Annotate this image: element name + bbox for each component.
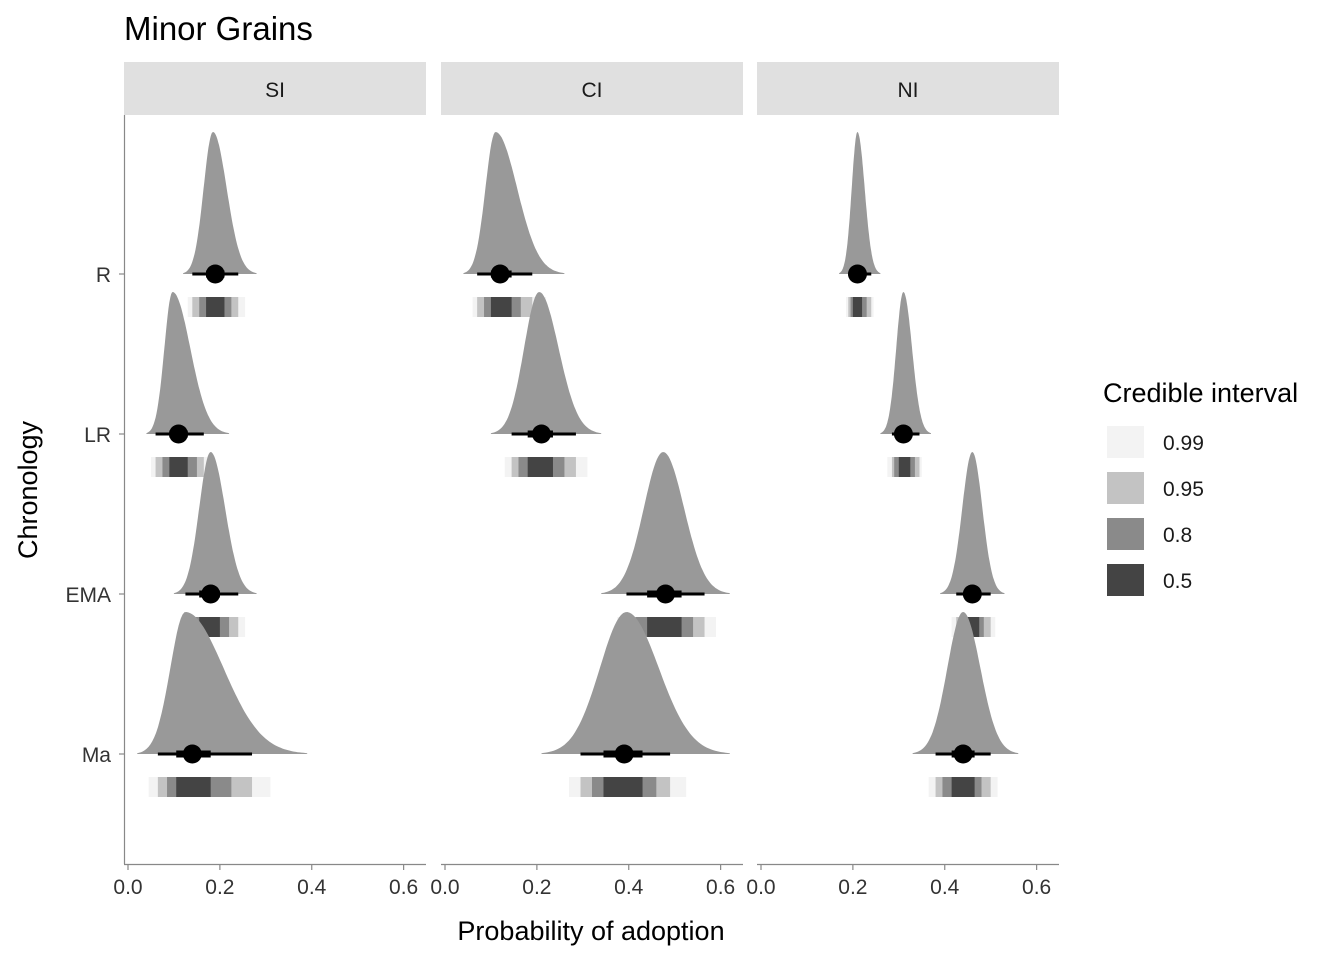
halfeye-ni-r [839, 132, 881, 317]
halfeye-ci-r [463, 132, 565, 317]
median-point [962, 584, 982, 604]
strip-ci50 [206, 297, 225, 317]
density-shape [146, 292, 230, 434]
facet-strip [757, 62, 1059, 115]
halfeye-ni-ema [940, 452, 1005, 637]
x-tick-label: 0.6 [1022, 876, 1051, 899]
x-tick-label: 0.4 [614, 876, 644, 899]
facet-panel-ni: NI 0.0 0.2 0.4 0.6 [746, 62, 1059, 899]
halfeye-si-ema [173, 452, 257, 637]
strip-ci50 [852, 297, 863, 317]
legend-key [1107, 472, 1144, 504]
y-tick-label: EMA [65, 584, 111, 607]
strip-ci50 [490, 297, 512, 317]
x-axis-label: Probability of adoption [457, 916, 724, 946]
strip-ci50 [898, 457, 911, 477]
halfeye-ci-ema [601, 452, 730, 637]
legend-title: Credible interval [1103, 378, 1298, 408]
x-tick-label: 0.2 [522, 876, 551, 899]
x-tick-label: 0.6 [389, 876, 418, 899]
median-point [531, 424, 551, 444]
density-shape [173, 452, 257, 594]
legend-label: 0.99 [1163, 432, 1204, 455]
density-shape [912, 612, 1019, 754]
density-shape [137, 612, 308, 754]
halfeye-ci-lr [490, 292, 602, 477]
median-point [490, 264, 510, 284]
density-shape [541, 612, 730, 754]
x-tick-label: 0.2 [838, 876, 867, 899]
legend-label: 0.5 [1163, 570, 1192, 593]
x-tick-label: 0.0 [430, 876, 459, 899]
x-tick-label: 0.0 [746, 876, 775, 899]
strip-ci50 [176, 777, 211, 797]
strip-ci50 [603, 777, 643, 797]
halfeye-si-r [183, 132, 257, 317]
y-tick-label: LR [84, 424, 111, 447]
density-shape [463, 132, 565, 274]
median-point [656, 584, 675, 604]
halfeye-ni-lr [880, 292, 931, 477]
median-point [614, 744, 634, 764]
legend-key [1107, 564, 1144, 596]
median-point [182, 744, 202, 764]
x-tick-label: 0.2 [205, 876, 234, 899]
x-tick-label: 0.4 [930, 876, 960, 899]
legend-key [1107, 426, 1144, 458]
strip-ci50 [527, 457, 553, 477]
median-point [205, 264, 225, 284]
facet-panels: SI 0.0 0.2 0.4 0.6 CI 0.0 0.2 0.4 0.6 NI 0.0 0.2 0.4 0… [113, 62, 1059, 899]
median-point [893, 424, 913, 444]
legend-label: 0.8 [1163, 524, 1192, 547]
facet-strip [441, 62, 743, 115]
halfeye-ni-ma [912, 612, 1019, 797]
density-shape [601, 452, 730, 594]
y-tick-label: Ma [82, 744, 111, 767]
median-point [169, 424, 189, 444]
halfeye-si-ma [137, 612, 308, 797]
x-tick-label: 0.6 [706, 876, 735, 899]
facet-panel-si: SI 0.0 0.2 0.4 0.6 [113, 62, 426, 899]
halfeye-ci-ma [541, 612, 730, 797]
halfeye-si-lr [146, 292, 230, 477]
median-point [847, 264, 867, 284]
y-axis-label: Chronology [13, 420, 43, 559]
facet-strip [124, 62, 426, 115]
density-shape [880, 292, 931, 434]
density-shape [940, 452, 1005, 594]
x-tick-label: 0.4 [297, 876, 327, 899]
legend-label: 0.95 [1163, 478, 1204, 501]
chart-title: Minor Grains [124, 10, 313, 47]
facet-strip-label: CI [582, 79, 603, 102]
strip-ci50 [169, 457, 188, 477]
density-shape [839, 132, 881, 274]
strip-ci50 [647, 617, 682, 637]
y-tick-label: R [96, 264, 111, 287]
median-point [201, 584, 221, 604]
legend-key [1107, 518, 1144, 550]
facet-strip-label: NI [898, 79, 919, 102]
y-axis: R LR EMA Ma [65, 115, 126, 864]
median-point [953, 744, 973, 764]
density-shape [183, 132, 257, 274]
density-shape [490, 292, 602, 434]
legend: Credible interval 0.99 0.95 0.8 0.5 [1103, 378, 1298, 596]
x-tick-label: 0.0 [113, 876, 142, 899]
facet-strip-label: SI [265, 79, 285, 102]
facet-panel-ci: CI 0.0 0.2 0.4 0.6 [430, 62, 743, 899]
strip-ci50 [951, 777, 975, 797]
